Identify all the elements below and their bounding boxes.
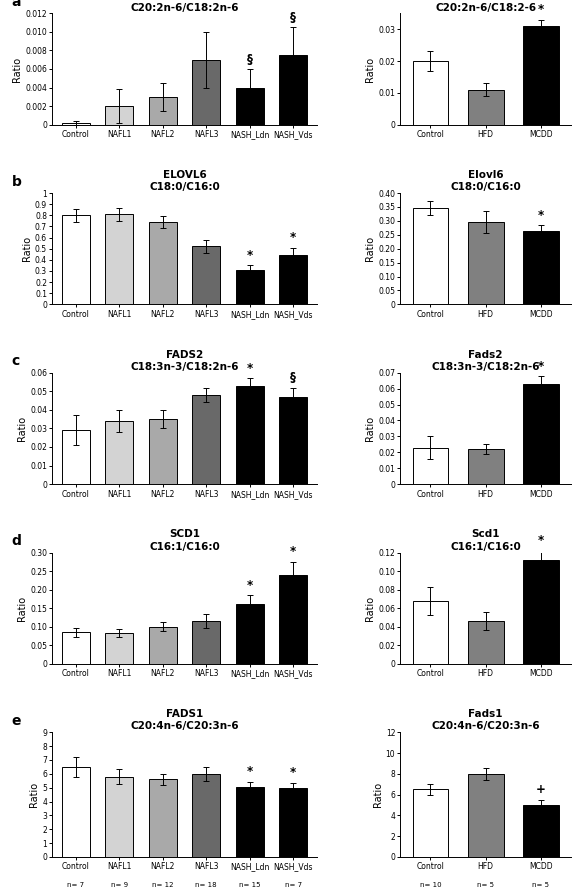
Bar: [192, 773, 220, 857]
Text: n= 5: n= 5: [533, 882, 549, 888]
Text: +: +: [536, 783, 546, 796]
Bar: [413, 789, 448, 857]
Text: n= 10: n= 10: [419, 882, 441, 888]
Bar: [105, 214, 133, 305]
Bar: [468, 90, 504, 124]
Bar: [149, 780, 177, 857]
Bar: [468, 449, 504, 484]
Y-axis label: Ratio: Ratio: [22, 236, 32, 261]
Text: e: e: [12, 714, 21, 728]
Y-axis label: Ratio: Ratio: [365, 57, 376, 82]
Bar: [192, 59, 220, 124]
Bar: [413, 61, 448, 124]
Text: n= 18: n= 18: [196, 882, 217, 888]
Bar: [192, 622, 220, 664]
Text: n= 9: n= 9: [111, 882, 128, 888]
Bar: [105, 421, 133, 484]
Y-axis label: Ratio: Ratio: [365, 416, 376, 441]
Bar: [62, 632, 90, 664]
Bar: [523, 805, 559, 857]
Y-axis label: Ratio: Ratio: [17, 596, 27, 621]
Bar: [235, 88, 264, 124]
Text: §: §: [247, 52, 253, 66]
Text: n= 15: n= 15: [239, 882, 261, 888]
Bar: [523, 560, 559, 664]
Title: Elovl5
C20:2n-6/C18:2-6: Elovl5 C20:2n-6/C18:2-6: [435, 0, 536, 12]
Title: ELOVL6
C18:0/C16:0: ELOVL6 C18:0/C16:0: [149, 170, 220, 193]
Y-axis label: Ratio: Ratio: [29, 782, 39, 807]
Bar: [413, 448, 448, 484]
Title: FADS1
C20:4n-6/C20:3n-6: FADS1 C20:4n-6/C20:3n-6: [130, 709, 239, 732]
Bar: [523, 26, 559, 124]
Text: *: *: [246, 579, 253, 591]
Bar: [105, 777, 133, 857]
Text: §: §: [290, 11, 296, 24]
Text: *: *: [538, 209, 544, 222]
Bar: [105, 633, 133, 664]
Text: *: *: [538, 4, 544, 16]
Bar: [149, 419, 177, 484]
Bar: [235, 787, 264, 857]
Text: *: *: [290, 766, 297, 779]
Bar: [149, 222, 177, 305]
Bar: [279, 788, 308, 857]
Title: ELOVL5
C20:2n-6/C18:2n-6: ELOVL5 C20:2n-6/C18:2n-6: [130, 0, 239, 12]
Bar: [413, 209, 448, 305]
Text: n= 12: n= 12: [152, 882, 174, 888]
Y-axis label: Ratio: Ratio: [17, 416, 27, 441]
Text: n= 5: n= 5: [477, 882, 494, 888]
Text: c: c: [12, 354, 20, 369]
Y-axis label: Ratio: Ratio: [373, 782, 383, 807]
Bar: [62, 431, 90, 484]
Title: FADS2
C18:3n-3/C18:2n-6: FADS2 C18:3n-3/C18:2n-6: [130, 350, 239, 372]
Text: n= 7: n= 7: [284, 882, 302, 888]
Bar: [235, 385, 264, 484]
Bar: [105, 106, 133, 124]
Bar: [149, 97, 177, 124]
Bar: [149, 627, 177, 664]
Bar: [413, 601, 448, 664]
Bar: [235, 605, 264, 664]
Bar: [279, 256, 308, 305]
Text: *: *: [538, 360, 544, 373]
Text: d: d: [12, 534, 21, 548]
Text: a: a: [12, 0, 21, 9]
Bar: [523, 384, 559, 484]
Text: §: §: [290, 371, 296, 385]
Text: *: *: [290, 545, 297, 559]
Text: *: *: [246, 249, 253, 262]
Bar: [235, 270, 264, 305]
Title: Elovl6
C18:0/C16:0: Elovl6 C18:0/C16:0: [450, 170, 521, 193]
Bar: [279, 55, 308, 124]
Bar: [192, 395, 220, 484]
Text: *: *: [246, 362, 253, 375]
Text: *: *: [290, 231, 297, 244]
Text: n= 7: n= 7: [68, 882, 84, 888]
Y-axis label: Ratio: Ratio: [365, 236, 376, 261]
Bar: [279, 397, 308, 484]
Text: *: *: [538, 535, 544, 547]
Text: b: b: [12, 175, 21, 188]
Bar: [523, 231, 559, 305]
Title: Fads2
C18:3n-3/C18:2n-6: Fads2 C18:3n-3/C18:2n-6: [432, 350, 540, 372]
Title: Fads1
C20:4n-6/C20:3n-6: Fads1 C20:4n-6/C20:3n-6: [432, 709, 540, 732]
Bar: [468, 222, 504, 305]
Title: SCD1
C16:1/C16:0: SCD1 C16:1/C16:0: [149, 529, 220, 551]
Y-axis label: Ratio: Ratio: [13, 57, 23, 82]
Bar: [279, 575, 308, 664]
Bar: [468, 773, 504, 857]
Title: Scd1
C16:1/C16:0: Scd1 C16:1/C16:0: [450, 529, 521, 551]
Bar: [468, 622, 504, 664]
Text: *: *: [246, 765, 253, 779]
Bar: [62, 215, 90, 305]
Y-axis label: Ratio: Ratio: [365, 596, 376, 621]
Bar: [62, 123, 90, 124]
Bar: [192, 247, 220, 305]
Bar: [62, 767, 90, 857]
